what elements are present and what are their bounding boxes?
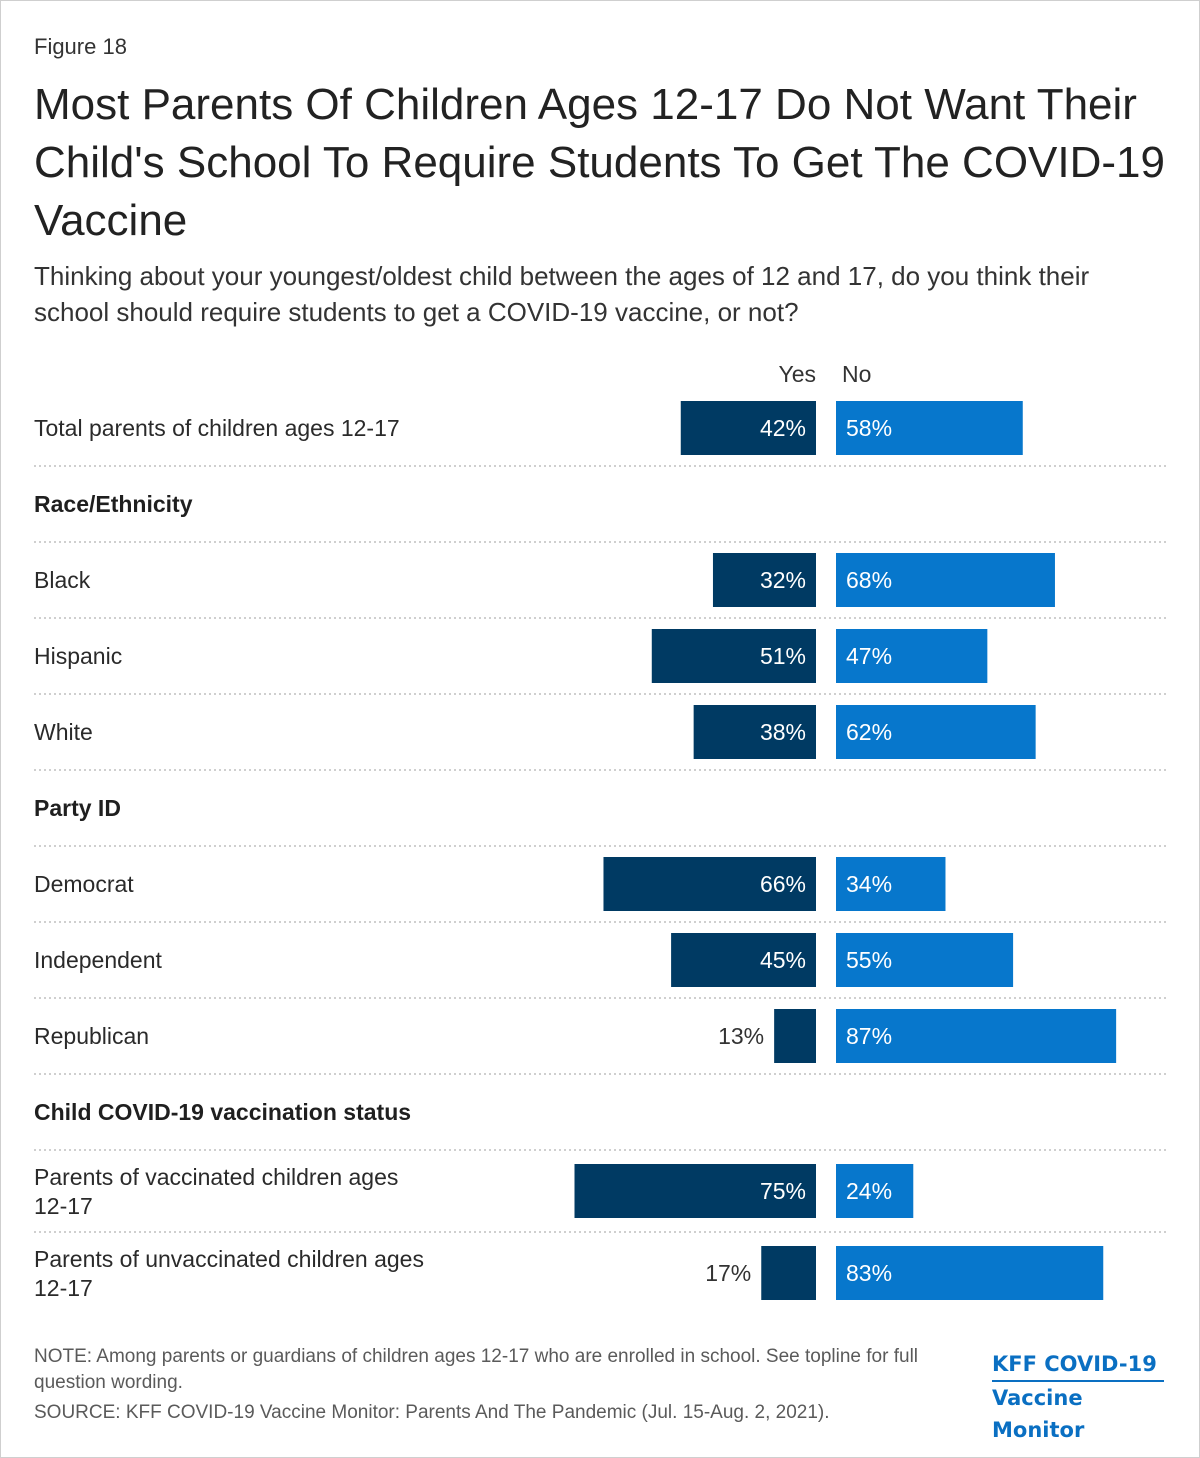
legend-no: No — [842, 361, 871, 387]
bar-no — [836, 933, 1014, 987]
data-label-no: 62% — [846, 719, 892, 745]
bar-no — [836, 553, 1055, 607]
bar-yes — [693, 705, 816, 759]
category-label: Parents of vaccinated children ages 12-17 — [34, 1164, 398, 1219]
logo-line-2: Vaccine Monitor — [992, 1380, 1164, 1446]
chart-source: SOURCE: KFF COVID-19 Vaccine Monitor: Pa… — [34, 1402, 830, 1423]
data-label-yes: 38% — [760, 719, 806, 745]
data-label-no: 24% — [846, 1178, 892, 1204]
data-label-no: 55% — [846, 947, 892, 973]
data-label-no: 58% — [846, 415, 892, 441]
data-label-yes: 51% — [760, 643, 806, 669]
category-label: Black — [34, 567, 91, 593]
data-label-yes: 75% — [760, 1178, 806, 1204]
category-label: Democrat — [34, 871, 134, 897]
category-label: Republican — [34, 1023, 149, 1049]
bar-yes — [651, 629, 816, 683]
logo-line-1: KFF COVID-19 — [992, 1352, 1157, 1376]
bar-yes — [712, 553, 816, 607]
diverging-bar-chart: Yes No Total parents of children ages 12-1… — [34, 361, 1166, 1301]
category-label: White — [34, 719, 93, 745]
bar-yes — [671, 933, 816, 987]
bar-yes — [774, 1009, 816, 1063]
bar-no — [836, 629, 988, 683]
bar-no — [836, 1246, 1104, 1300]
category-label: Hispanic — [34, 643, 122, 669]
bar-no — [836, 705, 1036, 759]
legend-yes: Yes — [778, 361, 816, 387]
bar-yes — [574, 1164, 816, 1218]
chart-note: NOTE: Among parents or guardians of chil… — [34, 1346, 919, 1393]
data-label-yes: 42% — [760, 415, 806, 441]
bar-no — [836, 1009, 1117, 1063]
chart-title: Most Parents Of Children Ages 12-17 Do N… — [34, 80, 1166, 245]
category-label: Total parents of children ages 12-17 — [34, 415, 400, 441]
data-label-no: 47% — [846, 643, 892, 669]
data-label-yes: 45% — [760, 947, 806, 973]
data-label-no: 68% — [846, 567, 892, 593]
data-label-yes: 17% — [705, 1260, 751, 1286]
bar-no — [836, 1164, 914, 1218]
chart-subtitle: Thinking about your youngest/oldest chil… — [34, 261, 1090, 327]
data-label-no: 87% — [846, 1023, 892, 1049]
group-header: Child COVID-19 vaccination status — [34, 1099, 411, 1125]
category-label: Parents of unvaccinated children ages 12-… — [34, 1246, 424, 1301]
bar-yes — [603, 857, 816, 911]
figure-label: Figure 18 — [34, 34, 127, 59]
group-header: Race/Ethnicity — [34, 491, 193, 517]
kff-logo: KFF COVID-19 Vaccine Monitor — [992, 1348, 1172, 1446]
data-label-yes: 32% — [760, 567, 806, 593]
data-label-no: 34% — [846, 871, 892, 897]
bar-no — [836, 401, 1023, 455]
data-label-yes: 66% — [760, 871, 806, 897]
data-label-yes: 13% — [718, 1023, 764, 1049]
data-label-no: 83% — [846, 1260, 892, 1286]
group-header: Party ID — [34, 795, 121, 821]
bar-yes — [680, 401, 816, 455]
bar-no — [836, 857, 946, 911]
category-label: Independent — [34, 947, 163, 973]
bar-yes — [761, 1246, 816, 1300]
